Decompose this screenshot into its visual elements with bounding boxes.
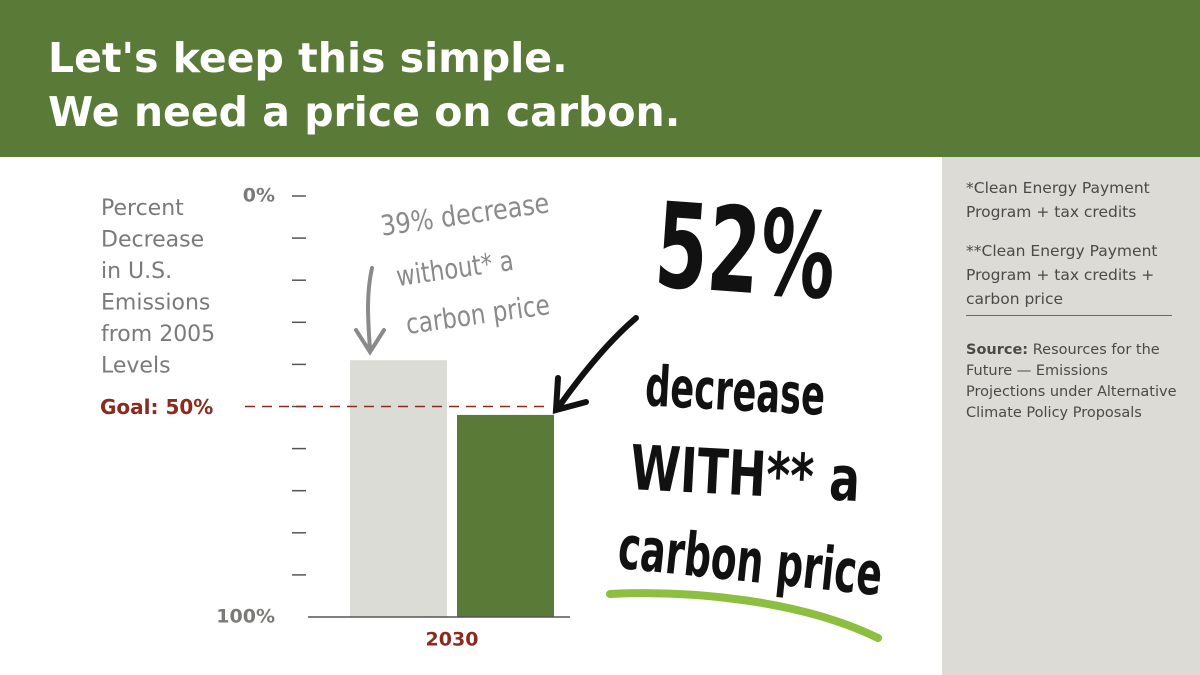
y-tick-label: 100% [216,606,275,628]
source-text: Resources for the Future — Emissions Pro… [966,342,1177,421]
y-axis-label: from 2005 [101,322,215,347]
title-line: Let's keep this simple. [48,34,568,82]
note: *Clean Energy Payment Program + tax cred… [966,179,1150,221]
y-tick-label: 0% [243,185,275,207]
source: Source: Resources for the Future — Emiss… [966,340,1181,424]
bar [457,414,554,617]
y-axis-label: Percent [101,196,184,221]
annotation: without* a [394,244,515,293]
arrow [354,266,386,356]
divider [966,315,1172,316]
x-tick-label: 2030 [426,629,479,651]
source-label: Source: [966,342,1029,358]
annotation: 52% [651,176,840,326]
y-axis-label: Decrease [101,228,204,253]
chart: Percent Decrease in U.S. Emissions from 2005… [100,176,886,651]
y-axis-label: Levels [101,354,171,379]
annotation: WITH** a [628,431,862,516]
header: Let's keep this simple. We need a price … [0,0,1200,157]
bar [350,360,447,617]
y-axis-label: in U.S. [101,259,172,284]
note: **Clean Energy Payment Program + tax cre… [966,242,1158,308]
annotation: decrease [644,354,827,428]
annotation: 39% decrease [378,186,551,242]
title-line: We need a price on carbon. [48,88,681,136]
underline [606,589,882,642]
goal-label: Goal: 50% [100,395,213,419]
notes-panel: *Clean Energy Payment Program + tax cred… [942,157,1200,675]
y-axis-label: Emissions [101,291,210,316]
annotation: carbon price [404,288,552,341]
arrow [552,315,639,414]
